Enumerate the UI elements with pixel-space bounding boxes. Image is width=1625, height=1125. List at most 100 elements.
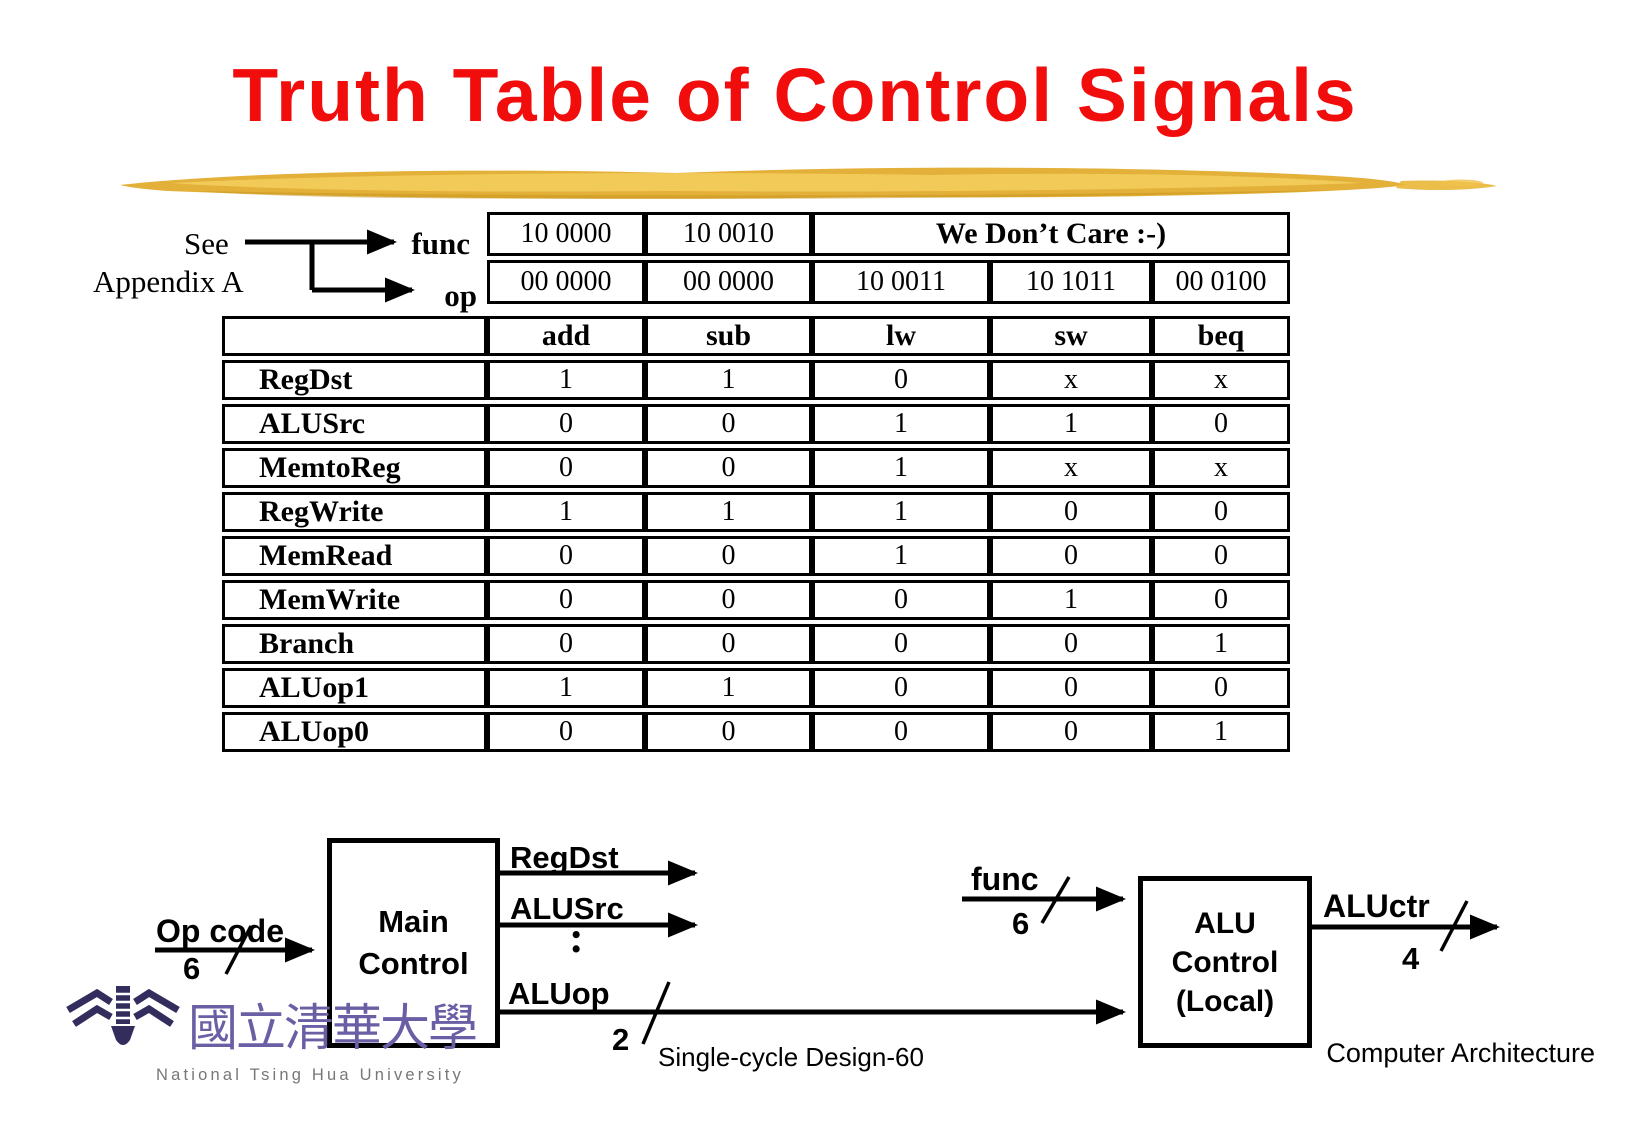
col-header-add: add bbox=[487, 316, 645, 356]
signal-label: MemRead bbox=[222, 536, 487, 576]
truth-cell: x bbox=[1152, 360, 1290, 400]
regdst-signal-label: RegDst bbox=[510, 840, 619, 875]
alu-control-line1: ALU bbox=[1194, 906, 1256, 940]
op-cell: 00 0000 bbox=[487, 260, 645, 304]
truth-cell: 0 bbox=[645, 580, 812, 620]
func-cell: 10 0000 bbox=[487, 212, 645, 256]
truth-table: add sub lw sw beq RegDst 1 1 0 x x ALUSr… bbox=[222, 312, 1290, 756]
op-encoding-row: 00 0000 00 0000 10 0011 10 1011 00 0100 bbox=[487, 260, 1291, 304]
slide-footer-right: Computer Architecture bbox=[1326, 1038, 1595, 1068]
alusrc-signal-label: ALUSrc bbox=[510, 891, 624, 926]
main-control-line2: Control bbox=[358, 946, 469, 981]
nthu-emblem-icon bbox=[66, 986, 180, 1045]
truth-cell: 0 bbox=[645, 448, 812, 488]
op-row-label: op bbox=[444, 278, 477, 313]
table-row: ALUop1 1 1 0 0 0 bbox=[222, 668, 1290, 708]
func-bus-width: 6 bbox=[1012, 906, 1030, 941]
truth-cell: 0 bbox=[1152, 404, 1290, 444]
table-row: RegWrite 1 1 1 0 0 bbox=[222, 492, 1290, 532]
truth-cell: 1 bbox=[812, 536, 990, 576]
signal-label: MemtoReg bbox=[222, 448, 487, 488]
truth-cell: 0 bbox=[812, 360, 990, 400]
signal-label: RegWrite bbox=[222, 492, 487, 532]
table-row: Branch 0 0 0 0 1 bbox=[222, 624, 1290, 664]
main-control-line1: Main bbox=[378, 904, 449, 940]
func-cell: 10 0010 bbox=[645, 212, 812, 256]
table-row: MemWrite 0 0 0 1 0 bbox=[222, 580, 1290, 620]
col-header-lw: lw bbox=[812, 316, 990, 356]
truth-cell: x bbox=[990, 360, 1152, 400]
truth-cell: 0 bbox=[812, 580, 990, 620]
encoding-table: 10 0000 10 0010 We Don’t Care :-) 00 000… bbox=[487, 208, 1291, 308]
truth-cell: 0 bbox=[990, 668, 1152, 708]
main-control-box: Main Control bbox=[327, 838, 500, 1048]
highlight-brush-icon bbox=[120, 167, 1497, 199]
instruction-header-row: add sub lw sw beq bbox=[222, 316, 1290, 356]
truth-cell: 0 bbox=[990, 492, 1152, 532]
table-row: ALUSrc 0 0 1 1 0 bbox=[222, 404, 1290, 444]
truth-cell: 1 bbox=[487, 668, 645, 708]
truth-cell: 0 bbox=[645, 624, 812, 664]
signal-label: ALUop0 bbox=[222, 712, 487, 752]
truth-cell: 1 bbox=[487, 492, 645, 532]
op-cell: 00 0000 bbox=[645, 260, 812, 304]
truth-cell: 0 bbox=[487, 624, 645, 664]
table-row: RegDst 1 1 0 x x bbox=[222, 360, 1290, 400]
truth-cell: 0 bbox=[487, 448, 645, 488]
truth-cell: 1 bbox=[812, 448, 990, 488]
truth-cell: 0 bbox=[1152, 492, 1290, 532]
truth-cell: 0 bbox=[645, 404, 812, 444]
alu-control-box: ALU Control (Local) bbox=[1138, 876, 1312, 1048]
alu-control-line2: Control bbox=[1171, 945, 1279, 979]
aluop-signal-label: ALUop bbox=[508, 976, 610, 1011]
dont-care-cell: We Don’t Care :-) bbox=[812, 212, 1291, 256]
truth-cell: 0 bbox=[990, 712, 1152, 752]
col-header-sw: sw bbox=[990, 316, 1152, 356]
opcode-signal-label: Op code bbox=[156, 913, 285, 949]
university-name-english: National Tsing Hua University bbox=[156, 1066, 465, 1084]
truth-cell: 1 bbox=[1152, 624, 1290, 664]
func-bus-slash bbox=[1040, 876, 1071, 924]
func-row-label: func bbox=[411, 226, 470, 261]
aluop-bus-slash bbox=[641, 981, 671, 1045]
signal-label: ALUop1 bbox=[222, 668, 487, 708]
table-row: MemtoReg 0 0 1 x x bbox=[222, 448, 1290, 488]
truth-cell: 0 bbox=[990, 624, 1152, 664]
empty-corner-cell bbox=[222, 316, 487, 356]
truth-cell: 1 bbox=[990, 580, 1152, 620]
truth-cell: 0 bbox=[487, 580, 645, 620]
note-appendix: Appendix A bbox=[93, 264, 244, 299]
aluctr-bus-width: 4 bbox=[1402, 941, 1420, 976]
truth-cell: 1 bbox=[1152, 712, 1290, 752]
truth-cell: 0 bbox=[487, 536, 645, 576]
note-see: See bbox=[184, 226, 229, 261]
truth-cell: 0 bbox=[812, 712, 990, 752]
truth-cell: 0 bbox=[645, 536, 812, 576]
slide-footer-center: Single-cycle Design-60 bbox=[658, 1042, 924, 1072]
opcode-bus-width: 6 bbox=[183, 951, 201, 986]
truth-cell: x bbox=[1152, 448, 1290, 488]
truth-cell: 0 bbox=[645, 712, 812, 752]
func-encoding-row: 10 0000 10 0010 We Don’t Care :-) bbox=[487, 212, 1291, 256]
col-header-beq: beq bbox=[1152, 316, 1290, 356]
truth-cell: 1 bbox=[645, 492, 812, 532]
op-cell: 10 1011 bbox=[990, 260, 1152, 304]
truth-cell: 1 bbox=[812, 404, 990, 444]
truth-cell: 0 bbox=[1152, 536, 1290, 576]
truth-cell: 1 bbox=[487, 360, 645, 400]
op-cell: 10 0011 bbox=[812, 260, 990, 304]
truth-cell: 0 bbox=[487, 712, 645, 752]
truth-cell: 0 bbox=[812, 668, 990, 708]
truth-cell: 0 bbox=[487, 404, 645, 444]
signal-label: Branch bbox=[222, 624, 487, 664]
op-cell: 00 0100 bbox=[1152, 260, 1291, 304]
truth-cell: 0 bbox=[990, 536, 1152, 576]
signal-label: ALUSrc bbox=[222, 404, 487, 444]
truth-cell: 1 bbox=[645, 668, 812, 708]
truth-cell: 1 bbox=[645, 360, 812, 400]
ellipsis-dots: : bbox=[569, 913, 584, 962]
truth-cell: x bbox=[990, 448, 1152, 488]
university-logo: 國立清華大學 National Tsing Hua University bbox=[64, 982, 478, 1085]
table-row: MemRead 0 0 1 0 0 bbox=[222, 536, 1290, 576]
